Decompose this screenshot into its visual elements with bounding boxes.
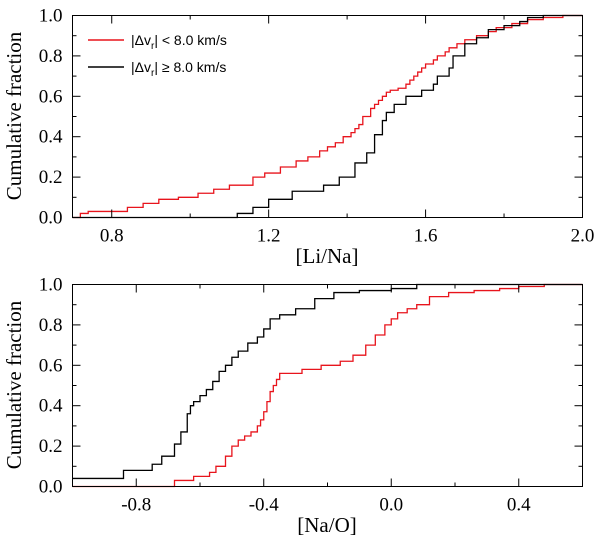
- legend: |Δvr| < 8.0 km/s |Δvr| ≥ 8.0 km/s: [88, 32, 227, 79]
- bottom-y-axis-label: Cumulative fraction: [2, 300, 26, 469]
- top-y-tick-label: 1.0: [39, 6, 63, 27]
- bottom-panel: -0.8 -0.4 0.0 0.40.00.20.40.60.81.0 [Na/O] …: [2, 275, 583, 537]
- bottom-x-tick-label: -0.8: [121, 495, 151, 516]
- bottom-axis-frame: [72, 284, 583, 487]
- top-series-low-dv-line: [72, 14, 583, 219]
- legend-label-high-dv: |Δvr| ≥ 8.0 km/s: [131, 59, 226, 79]
- top-series-layer: [72, 14, 583, 219]
- top-x-tick-label: 1.2: [257, 226, 281, 247]
- top-panel: 0.8 1.2 1.6 2.0 0.0 0.2 0.4 0.6 0.8 1.0 |Δvr| < 8…: [2, 6, 594, 269]
- bottom-x-tick-label: -0.4: [249, 495, 280, 516]
- top-x-tick-label: 1.6: [414, 226, 438, 247]
- top-x-tick-label: 0.8: [100, 226, 124, 247]
- bottom-series-layer: [72, 283, 583, 488]
- top-y-tick-label: 0.4: [39, 127, 63, 148]
- top-series-high-dv-line: [72, 14, 583, 219]
- top-y-tick-label: 0.0: [39, 208, 63, 229]
- bottom-x-axis-label: [Na/O]: [297, 513, 356, 537]
- top-plot-area: 0.8 1.2 1.6 2.0 0.0 0.2 0.4 0.6 0.8 1.0: [39, 6, 595, 247]
- top-ticks: 0.8 1.2 1.6 2.0 0.0 0.2 0.4 0.6 0.8 1.0: [39, 6, 595, 247]
- bottom-y-tick-label: 0.2: [39, 436, 63, 457]
- legend-label-low-dv: |Δvr| < 8.0 km/s: [131, 32, 227, 52]
- bottom-plot-area: -0.8 -0.4 0.0 0.4 0.0 0.2 0.4 0.6 0.8 1.0: [39, 275, 583, 516]
- bottom-y-tick-label: 1.0: [39, 275, 63, 296]
- bottom-x-tick-label: 0.4: [507, 495, 531, 516]
- bottom-y-tick-label: 0.8: [39, 315, 63, 336]
- top-y-axis-label: Cumulative fraction: [2, 31, 26, 200]
- bottom-series-low-dv-line: [72, 283, 583, 488]
- top-y-tick-label: 0.6: [39, 86, 63, 107]
- top-y-tick-label: 0.8: [39, 46, 63, 67]
- bottom-y-tick-label: 0.0: [39, 477, 63, 498]
- top-x-tick-label: 2.0: [571, 226, 595, 247]
- bottom-y-tick-label: 0.4: [39, 396, 63, 417]
- top-y-tick-label: 0.2: [39, 167, 63, 188]
- bottom-series-high-dv-line: [72, 283, 583, 480]
- top-axis-frame: [72, 15, 583, 218]
- bottom-y-tick-label: 0.6: [39, 355, 63, 376]
- bottom-ticks: -0.8 -0.4 0.0 0.4 0.0 0.2 0.4 0.6 0.8 1.0: [39, 275, 583, 516]
- top-x-axis-label: [Li/Na]: [296, 244, 359, 268]
- bottom-x-tick-label: 0.0: [379, 495, 403, 516]
